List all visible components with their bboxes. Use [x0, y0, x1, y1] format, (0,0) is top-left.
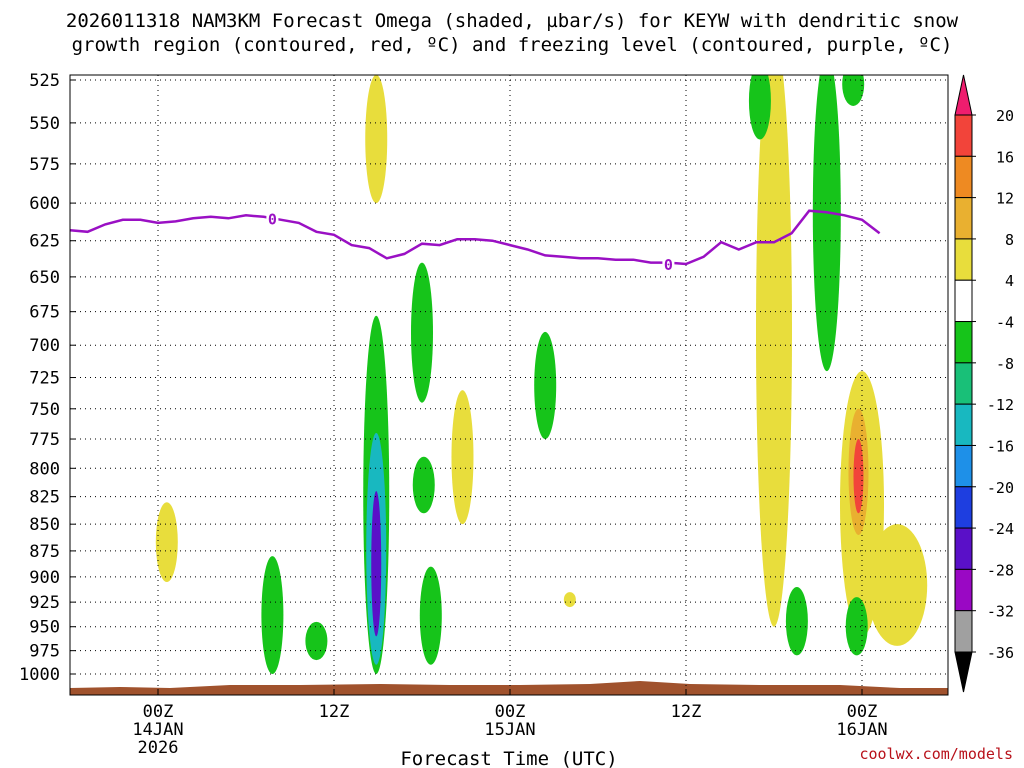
y-tick-label-775: 775: [29, 430, 60, 450]
colorbar-label-6: -8: [996, 355, 1014, 373]
y-tick-label-825: 825: [29, 488, 60, 508]
y-tick-label-850: 850: [29, 515, 60, 535]
chart-title-line2: growth region (contoured, red, ºC) and f…: [72, 34, 953, 56]
colorbar-label-9: -20: [987, 479, 1014, 497]
colorbar-label-11: -28: [987, 561, 1014, 579]
colorbar-label-2: 12: [996, 190, 1014, 208]
colorbar-label-0: 20: [996, 107, 1014, 125]
freezing-level-labels: 00: [266, 209, 675, 274]
x-tick-label-40-1: 00Z: [847, 702, 878, 722]
omega-region-22: [845, 597, 868, 656]
colorbar-box-2: [954, 197, 973, 240]
x-tick-label-0-2: 14JAN: [132, 720, 183, 740]
colorbar-bottom-arrow: [954, 651, 973, 693]
colorbar-box-1: [954, 155, 973, 199]
y-axis-ticks: 525 550 575 600 625 650 675 700 725 750 775 800 825 8…: [19, 71, 76, 685]
credit-text[interactable]: coolwx.com/models: [859, 745, 1013, 763]
colorbar-label-8: -16: [987, 437, 1014, 455]
y-tick-label-600: 600: [29, 194, 60, 214]
y-tick-label-575: 575: [29, 155, 60, 175]
colorbar-box-4: [954, 279, 973, 323]
omega-region-6: [411, 262, 433, 403]
colorbar-box-8: [954, 444, 973, 488]
omega-region-4: [261, 556, 284, 674]
omega-region-12: [563, 592, 576, 608]
freezing-label-bg-0: [266, 209, 279, 228]
y-tick-label-950: 950: [29, 618, 60, 638]
omega-region-19: [853, 439, 864, 514]
colorbar-label-1: 16: [996, 148, 1014, 166]
y-tick-label-750: 750: [29, 400, 60, 420]
colorbar-label-13: -36: [987, 644, 1014, 662]
y-tick-label-675: 675: [29, 303, 60, 323]
omega-region-13: [756, 75, 792, 627]
omega-region-10: [155, 502, 178, 582]
omega-region-15: [812, 75, 841, 372]
colorbar-box-11: [954, 568, 973, 612]
omega-region-0: [365, 75, 388, 204]
colorbar-box-9: [954, 486, 973, 529]
x-tick-label-20-1: 00Z: [495, 702, 526, 722]
x-tick-label-0-1: 00Z: [143, 702, 174, 722]
freezing-level-line: [70, 209, 881, 266]
chart-title-line1: 2026011318 NAM3KM Forecast Omega (shaded…: [66, 10, 959, 32]
x-tick-label-40-2: 16JAN: [836, 720, 887, 740]
colorbar-label-4: 4: [1005, 272, 1014, 290]
colorbar-label-12: -32: [987, 603, 1014, 621]
colorbar-box-5: [954, 321, 973, 364]
omega-region-5: [305, 621, 328, 661]
omega-region-16: [785, 587, 808, 656]
y-tick-label-700: 700: [29, 336, 60, 356]
omega-region-21: [842, 75, 865, 106]
colorbar-box-6: [954, 362, 973, 405]
colorbar-top-arrow: [954, 74, 973, 116]
omega-region-14: [748, 75, 771, 140]
omega-region-20: [867, 524, 928, 646]
omega-region-3: [371, 491, 382, 637]
y-tick-label-625: 625: [29, 232, 60, 252]
omega-region-9: [451, 390, 474, 525]
colorbar-box-10: [954, 527, 973, 570]
colorbar-label-5: -4: [996, 314, 1014, 332]
omega-region-7: [412, 456, 435, 514]
colorbar-label-10: -24: [987, 520, 1014, 538]
freezing-label-0: 0: [268, 210, 277, 228]
y-tick-label-800: 800: [29, 459, 60, 479]
y-tick-label-525: 525: [29, 71, 60, 91]
y-tick-label-975: 975: [29, 642, 60, 662]
y-tick-label-550: 550: [29, 114, 60, 134]
x-tick-label-30-1: 12Z: [671, 702, 702, 722]
grid-lines: [70, 75, 948, 695]
freezing-label-bg-1: [662, 255, 675, 274]
freezing-label-1: 0: [664, 256, 673, 274]
y-tick-label-875: 875: [29, 542, 60, 562]
x-tick-label-0-3: 2026: [138, 738, 179, 758]
colorbar-label-7: -12: [987, 396, 1014, 414]
plot-frame: [69, 74, 949, 696]
x-tick-label-10-1: 12Z: [319, 702, 350, 722]
colorbar-box-12: [954, 610, 973, 653]
colorbar-box-3: [954, 238, 973, 281]
colorbar-box-0: [954, 114, 973, 157]
y-tick-label-650: 650: [29, 268, 60, 288]
omega-region-11: [534, 331, 557, 440]
terrain-fill: [70, 681, 948, 695]
y-tick-label-1000: 1000: [19, 665, 60, 685]
colorbar-label-3: 8: [1005, 231, 1014, 249]
y-tick-label-725: 725: [29, 369, 60, 389]
colorbar-box-7: [954, 403, 973, 446]
x-axis-label: Forecast Time (UTC): [400, 748, 617, 768]
y-tick-label-925: 925: [29, 593, 60, 613]
omega-region-8: [419, 566, 442, 665]
y-tick-label-900: 900: [29, 568, 60, 588]
x-tick-label-20-2: 15JAN: [484, 720, 535, 740]
colorbar: 20 16 12 8 4 -4 -8 -12 -16 -20 -24 -28 -32 -36: [954, 74, 1014, 693]
